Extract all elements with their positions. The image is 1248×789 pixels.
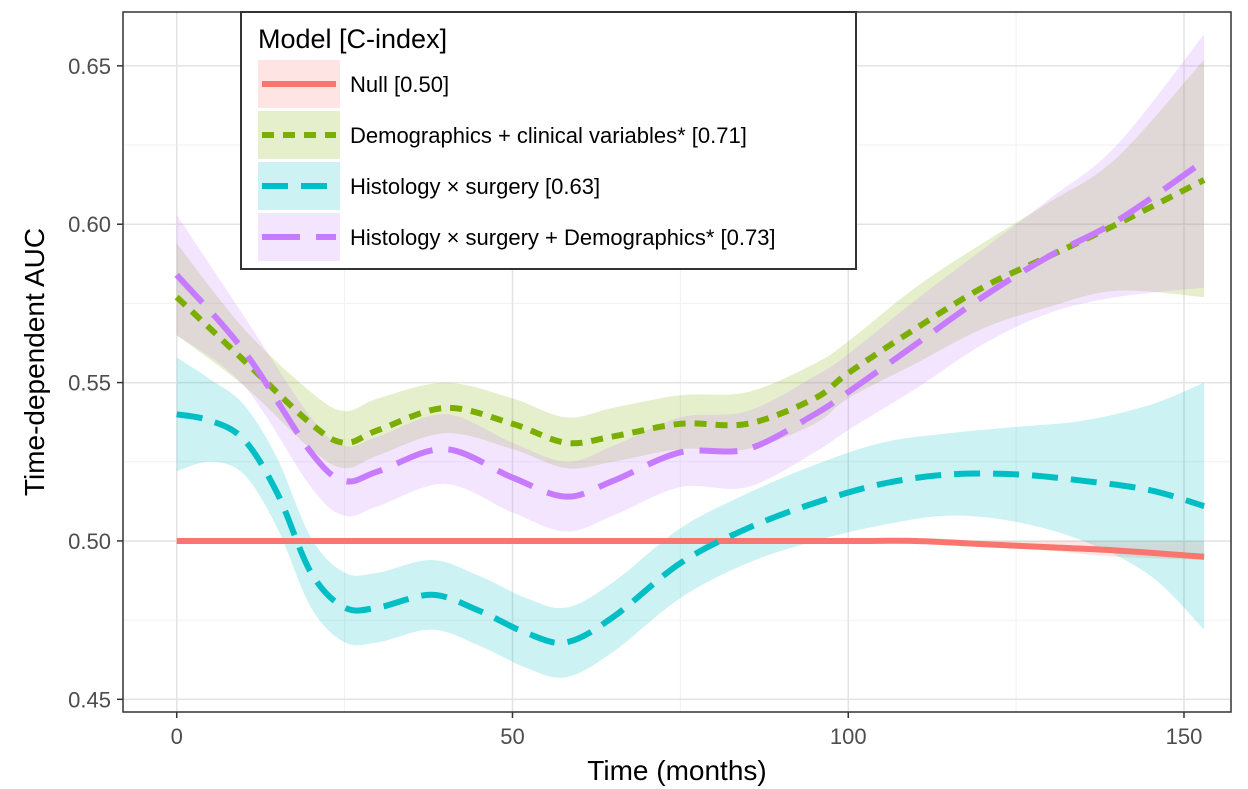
y-tick-label: 0.45 (68, 687, 111, 712)
series-lines (174, 158, 1206, 646)
histology-surgery-demographics-ci-band (176, 34, 1205, 532)
x-tick-label: 100 (830, 724, 867, 749)
x-axis-title: Time (months) (587, 755, 766, 786)
x-tick-label: 0 (171, 724, 183, 749)
legend-title: Model [C-index] (258, 24, 447, 54)
null-legend-label: Null [0.50] (350, 72, 449, 97)
histology-surgery-line (176, 411, 1205, 646)
y-axis-title: Time-dependent AUC (19, 228, 50, 496)
y-tick-label: 0.50 (68, 529, 111, 554)
histology-surgery-demographics-line (174, 158, 1206, 500)
histology-surgery-legend-label: Histology × surgery [0.63] (350, 174, 600, 199)
x-tick-label: 150 (1166, 724, 1203, 749)
demographics-clinical-variables-ci-band (176, 59, 1205, 469)
null-line (176, 537, 1205, 560)
y-tick-label: 0.65 (68, 54, 111, 79)
legend-keys: Null [0.50] Demographics + clinical varia… (258, 60, 776, 261)
histology-surgery-demographics-legend-label: Histology × surgery + Demographics* [0.7… (350, 225, 776, 250)
legend: Model [C-index] Null [0.50] Demographics … (240, 11, 857, 270)
legend-box (240, 11, 857, 270)
y-tick-label: 0.60 (68, 212, 111, 237)
axis-ticks: 0 50 100 150 0.45 0.50 0.55 0.60 0.65 (68, 54, 1202, 749)
y-tick-label: 0.55 (68, 371, 111, 396)
demographics-clinical-variables-legend-label: Demographics + clinical variables* [0.71… (350, 123, 747, 148)
x-tick-label: 50 (500, 724, 524, 749)
null-ci-band (176, 540, 1205, 560)
demographics-clinical-variables-line (174, 177, 1206, 447)
